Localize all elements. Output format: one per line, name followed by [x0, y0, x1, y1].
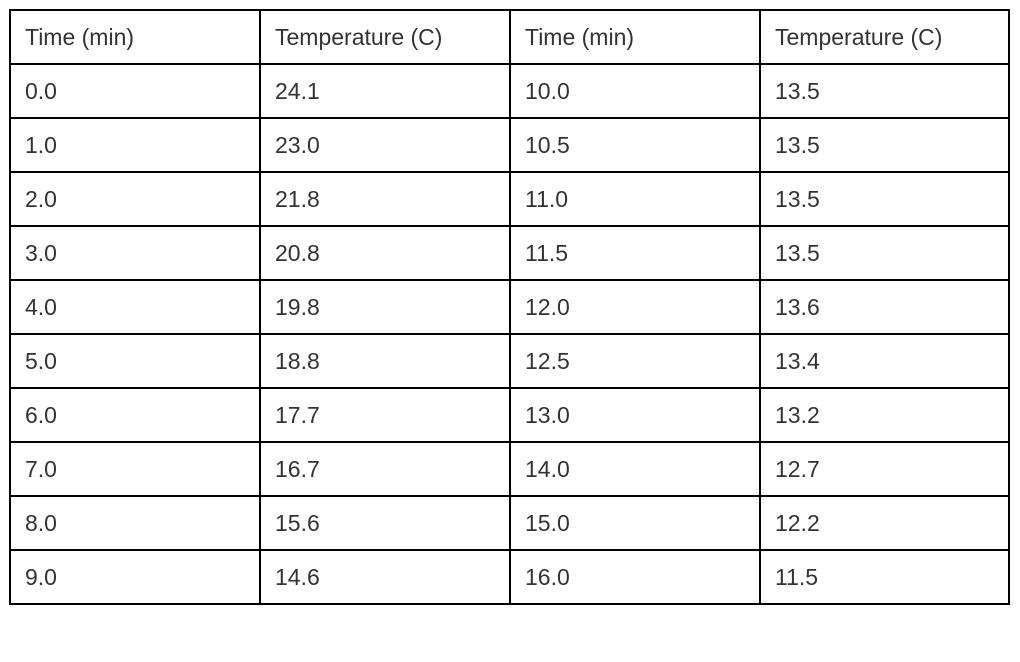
cell-temperature-1: 15.6 [259, 495, 511, 551]
header-cell-time-2: Time (min) [509, 9, 761, 65]
table-row: 7.0 16.7 14.0 12.7 [9, 441, 1010, 497]
cell-temperature-2: 13.5 [759, 171, 1010, 227]
cell-temperature-1: 14.6 [259, 549, 511, 605]
table-row: 5.0 18.8 12.5 13.4 [9, 333, 1010, 389]
cell-temperature-1: 19.8 [259, 279, 511, 335]
table-row: 4.0 19.8 12.0 13.6 [9, 279, 1010, 335]
cell-time-2: 11.0 [509, 171, 761, 227]
time-temperature-table: Time (min) Temperature (C) Time (min) Te… [9, 9, 1010, 605]
cell-time-1: 3.0 [9, 225, 261, 281]
table-row: 3.0 20.8 11.5 13.5 [9, 225, 1010, 281]
cell-temperature-2: 13.4 [759, 333, 1010, 389]
cell-time-2: 16.0 [509, 549, 761, 605]
table-row: 0.0 24.1 10.0 13.5 [9, 63, 1010, 119]
cell-temperature-2: 13.6 [759, 279, 1010, 335]
cell-temperature-1: 20.8 [259, 225, 511, 281]
cell-time-1: 6.0 [9, 387, 261, 443]
cell-time-1: 9.0 [9, 549, 261, 605]
header-cell-temperature-2: Temperature (C) [759, 9, 1010, 65]
table-row: 9.0 14.6 16.0 11.5 [9, 549, 1010, 605]
cell-temperature-2: 12.2 [759, 495, 1010, 551]
cell-temperature-1: 17.7 [259, 387, 511, 443]
cell-time-1: 5.0 [9, 333, 261, 389]
cell-time-2: 12.0 [509, 279, 761, 335]
header-cell-temperature-1: Temperature (C) [259, 9, 511, 65]
cell-time-2: 12.5 [509, 333, 761, 389]
cell-time-1: 8.0 [9, 495, 261, 551]
cell-time-2: 10.0 [509, 63, 761, 119]
data-table-container: Time (min) Temperature (C) Time (min) Te… [9, 9, 1010, 605]
cell-time-1: 4.0 [9, 279, 261, 335]
table-row: 2.0 21.8 11.0 13.5 [9, 171, 1010, 227]
cell-temperature-1: 16.7 [259, 441, 511, 497]
cell-temperature-2: 13.2 [759, 387, 1010, 443]
cell-time-2: 10.5 [509, 117, 761, 173]
cell-time-2: 11.5 [509, 225, 761, 281]
cell-time-2: 14.0 [509, 441, 761, 497]
cell-temperature-2: 13.5 [759, 117, 1010, 173]
header-row: Time (min) Temperature (C) Time (min) Te… [9, 9, 1010, 65]
table-row: 8.0 15.6 15.0 12.2 [9, 495, 1010, 551]
cell-time-1: 2.0 [9, 171, 261, 227]
cell-temperature-1: 21.8 [259, 171, 511, 227]
cell-time-1: 0.0 [9, 63, 261, 119]
cell-time-1: 7.0 [9, 441, 261, 497]
table-row: 6.0 17.7 13.0 13.2 [9, 387, 1010, 443]
cell-temperature-1: 24.1 [259, 63, 511, 119]
cell-time-2: 13.0 [509, 387, 761, 443]
cell-time-1: 1.0 [9, 117, 261, 173]
cell-temperature-1: 23.0 [259, 117, 511, 173]
cell-temperature-2: 13.5 [759, 225, 1010, 281]
cell-temperature-2: 11.5 [759, 549, 1010, 605]
cell-temperature-1: 18.8 [259, 333, 511, 389]
header-cell-time-1: Time (min) [9, 9, 261, 65]
cell-time-2: 15.0 [509, 495, 761, 551]
cell-temperature-2: 12.7 [759, 441, 1010, 497]
table-row: 1.0 23.0 10.5 13.5 [9, 117, 1010, 173]
cell-temperature-2: 13.5 [759, 63, 1010, 119]
table-body: 0.0 24.1 10.0 13.5 1.0 23.0 10.5 13.5 2.0 21.8 11.… [9, 63, 1010, 605]
